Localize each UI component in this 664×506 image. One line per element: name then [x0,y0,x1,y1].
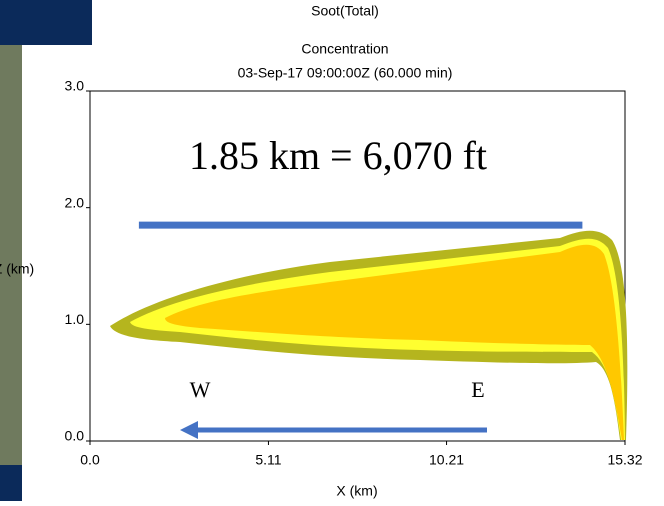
y-tick-label: 0.0 [65,428,85,444]
screenshot: Soot(Total) Concentration 03-Sep-17 09:0… [0,0,664,501]
y-tick-label: 3.0 [65,78,85,94]
y-tick-label: 2.0 [65,194,85,210]
x-tick-label: 0.0 [80,452,100,468]
direction-label: E [471,377,484,402]
chart-title: Soot(Total) [311,3,379,19]
chart-subtitle: Concentration [301,41,388,57]
direction-label: W [190,377,211,402]
x-axis-label: X (km) [336,483,377,499]
annotation: 1.85 km = 6,070 ft [189,133,487,178]
timestamp: 03-Sep-17 09:00:00Z (60.000 min) [238,65,453,81]
satellite-strip [0,45,22,465]
x-tick-label: 10.21 [429,452,464,468]
x-tick-label: 15.32 [607,452,642,468]
y-tick-label: 1.0 [65,311,85,327]
x-tick-label: 5.11 [255,452,281,468]
y-axis-label: Z (km) [0,261,34,277]
